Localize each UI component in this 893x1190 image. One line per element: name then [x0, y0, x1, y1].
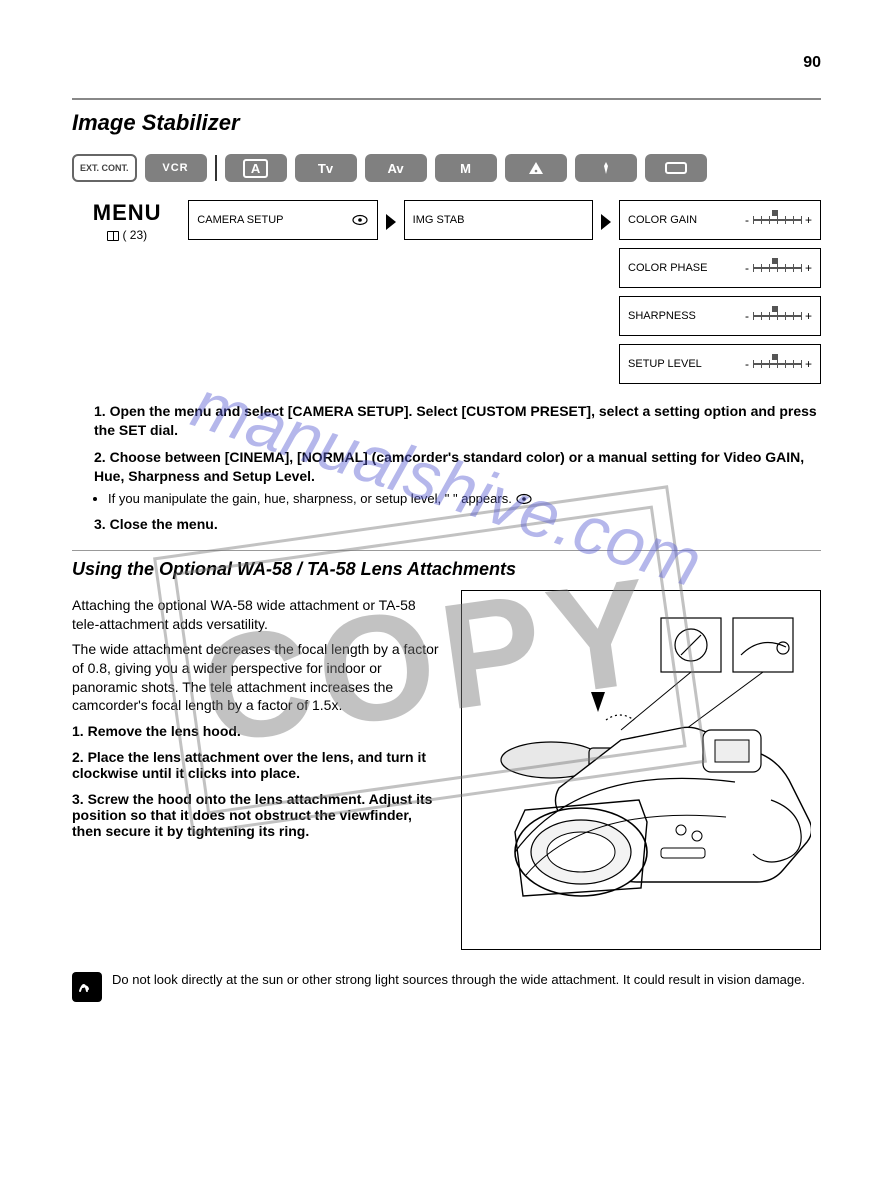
note-row: Do not look directly at the sun or other…: [72, 972, 821, 1002]
mode-ext-cont: EXT. CONT.: [72, 154, 137, 182]
top-rule: [72, 98, 821, 100]
step-sub: If you manipulate the gain, hue, sharpne…: [108, 490, 821, 508]
mode-a: A: [225, 154, 287, 182]
mode-spotlight: [505, 154, 567, 182]
menu-box-2: IMG STAB: [404, 200, 593, 240]
menu-label: MENU: [72, 200, 182, 226]
menu-stack-item: COLOR GAIN -+: [619, 200, 821, 240]
step-item: 3. Close the menu.: [94, 515, 821, 534]
note-text: Do not look directly at the sun or other…: [112, 972, 805, 987]
book-icon: [107, 231, 119, 241]
section-body: Attaching the optional WA-58 wide attach…: [72, 590, 445, 950]
menu-stack-item: SHARPNESS -+: [619, 296, 821, 336]
steps-list-a: 1. Open the menu and select [CAMERA SETU…: [72, 402, 821, 534]
note-icon: [72, 972, 102, 1002]
menu-stack-item: SETUP LEVEL -+: [619, 344, 821, 384]
figure-camera: [461, 590, 821, 950]
menu-stack-item: COLOR PHASE -+: [619, 248, 821, 288]
step-item: 1. Open the menu and select [CAMERA SETU…: [94, 402, 821, 440]
mode-tv: Tv: [295, 154, 357, 182]
mode-vcr: VCR: [145, 154, 207, 182]
mode-row: EXT. CONT. VCR A Tv Av M: [72, 154, 821, 182]
page-number: 90: [803, 54, 821, 72]
paragraph: Attaching the optional WA-58 wide attach…: [72, 596, 445, 634]
arrow-icon: [601, 214, 611, 230]
step-item: 1. Remove the lens hood.: [72, 723, 445, 739]
step-item: 3. Screw the hood onto the lens attachme…: [72, 791, 445, 839]
mode-separator: [215, 155, 217, 181]
section-title: Using the Optional WA-58 / TA-58 Lens At…: [72, 559, 821, 580]
mid-rule: [72, 550, 821, 551]
step-item: 2. Choose between [CINEMA], [NORMAL] (ca…: [94, 448, 821, 507]
page-title: Image Stabilizer: [72, 110, 821, 136]
paragraph: The wide attachment decreases the focal …: [72, 640, 445, 716]
mode-av: Av: [365, 154, 427, 182]
menu-diagram: MENU ( 23) CAMERA SETUP IMG STAB COLOR G…: [72, 200, 821, 384]
menu-box-1: CAMERA SETUP: [188, 200, 377, 240]
menu-ref: ( 23): [72, 228, 182, 242]
camera-illustration: [471, 600, 811, 940]
step-item: 2. Place the lens attachment over the le…: [72, 749, 445, 781]
menu-stack: COLOR GAIN -+ COLOR PHASE -+ SHARPNESS -…: [619, 200, 821, 384]
steps-list-b: 1. Remove the lens hood. 2. Place the le…: [72, 723, 445, 839]
mode-m: M: [435, 154, 497, 182]
mode-lowlight: [575, 154, 637, 182]
arrow-icon: [386, 214, 396, 230]
mode-wide: [645, 154, 707, 182]
